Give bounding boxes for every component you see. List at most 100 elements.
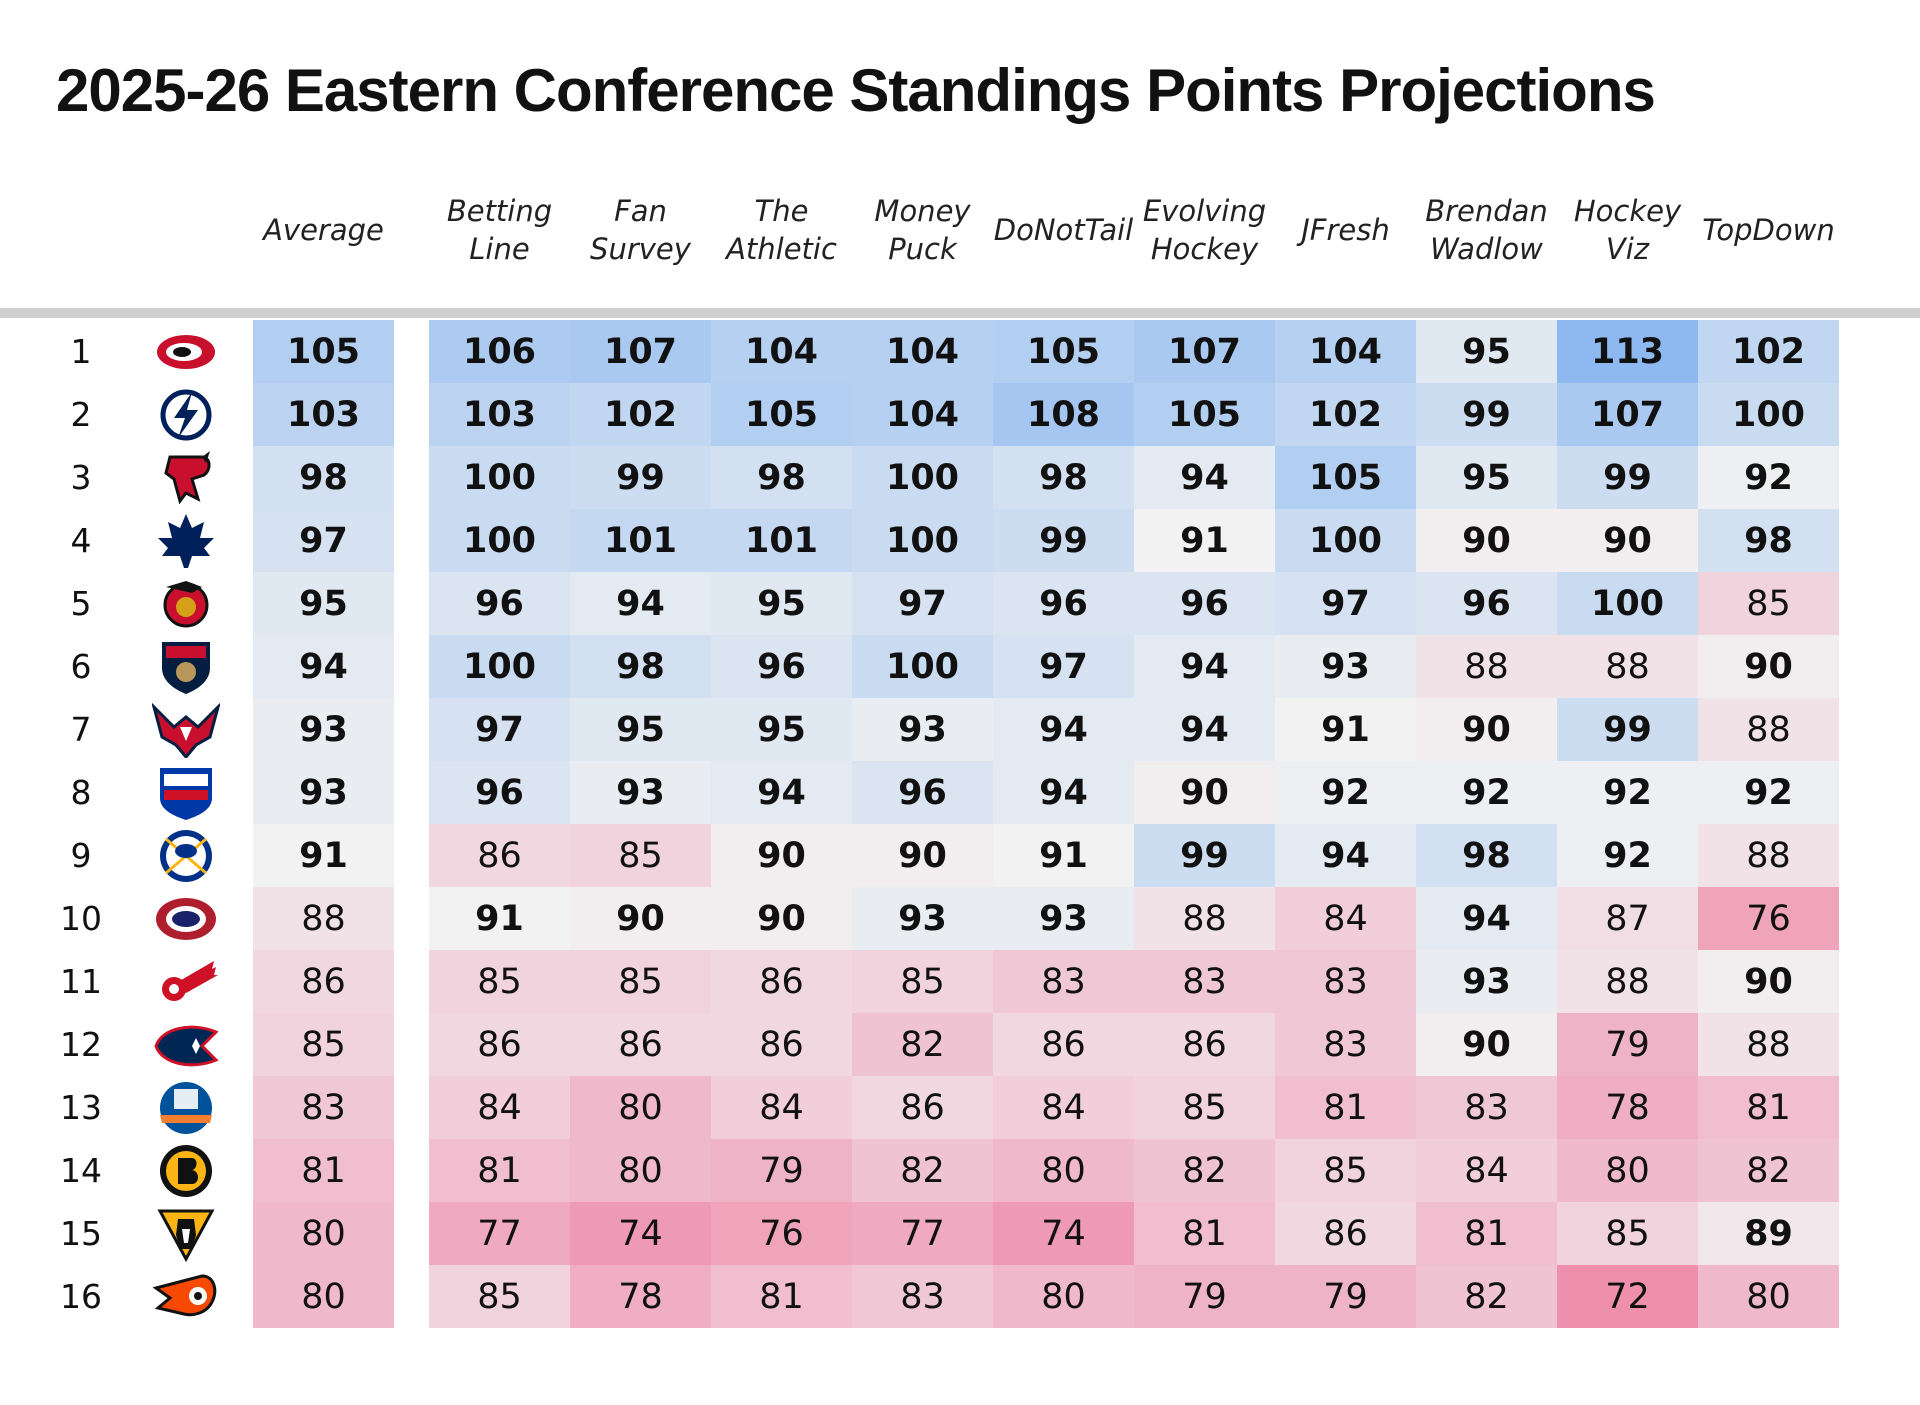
column-header: Brendan Wadlow xyxy=(1425,194,1548,266)
value-cell: 91 xyxy=(1134,509,1275,572)
value-cell: 76 xyxy=(1698,887,1839,950)
value-cell: 86 xyxy=(711,1013,852,1076)
value-cell: 96 xyxy=(993,572,1134,635)
value-cell: 95 xyxy=(1416,446,1557,509)
philadelphia-flyers-logo xyxy=(152,1268,220,1325)
value-cell: 97 xyxy=(993,635,1134,698)
rank-label: 13 xyxy=(60,1088,102,1127)
toronto-maple-leafs-logo xyxy=(152,512,220,569)
value-cell: 94 xyxy=(570,572,711,635)
column-header: Hockey Viz xyxy=(1573,194,1682,266)
value-cell: 103 xyxy=(429,383,570,446)
value-cell: 84 xyxy=(993,1076,1134,1139)
value-cell: 98 xyxy=(253,446,394,509)
value-cell: 83 xyxy=(1275,1013,1416,1076)
value-cell: 78 xyxy=(1557,1076,1698,1139)
value-cell: 100 xyxy=(1557,572,1698,635)
ottawa-senators-logo xyxy=(152,575,220,632)
header-divider xyxy=(0,308,1920,318)
value-cell: 84 xyxy=(1416,1139,1557,1202)
value-cell: 100 xyxy=(852,446,993,509)
new-jersey-devils-logo xyxy=(152,449,220,506)
value-cell: 98 xyxy=(711,446,852,509)
value-cell: 107 xyxy=(1557,383,1698,446)
value-cell: 84 xyxy=(711,1076,852,1139)
rank-label: 9 xyxy=(70,836,92,875)
value-cell: 80 xyxy=(253,1202,394,1265)
value-cell: 97 xyxy=(1275,572,1416,635)
value-cell: 91 xyxy=(429,887,570,950)
value-cell: 101 xyxy=(711,509,852,572)
value-cell: 107 xyxy=(570,320,711,383)
rank-label: 11 xyxy=(60,962,102,1001)
value-cell: 85 xyxy=(1134,1076,1275,1139)
rank-label: 2 xyxy=(70,395,92,434)
value-cell: 81 xyxy=(1275,1076,1416,1139)
value-cell: 96 xyxy=(1134,572,1275,635)
value-cell: 93 xyxy=(852,698,993,761)
value-cell: 85 xyxy=(1557,1202,1698,1265)
column-header: DoNotTail xyxy=(993,213,1134,247)
value-cell: 94 xyxy=(993,698,1134,761)
rank-label: 14 xyxy=(60,1151,102,1190)
value-cell: 96 xyxy=(1416,572,1557,635)
value-cell: 92 xyxy=(1698,446,1839,509)
value-cell: 92 xyxy=(1275,761,1416,824)
rank-label: 8 xyxy=(70,773,92,812)
value-cell: 102 xyxy=(1275,383,1416,446)
value-cell: 90 xyxy=(1557,509,1698,572)
value-cell: 80 xyxy=(570,1139,711,1202)
value-cell: 87 xyxy=(1557,887,1698,950)
rank-label: 6 xyxy=(70,647,92,686)
detroit-red-wings-logo xyxy=(152,953,220,1010)
value-cell: 86 xyxy=(253,950,394,1013)
value-cell: 99 xyxy=(993,509,1134,572)
value-cell: 82 xyxy=(852,1013,993,1076)
rank-label: 5 xyxy=(70,584,92,623)
value-cell: 86 xyxy=(1275,1202,1416,1265)
value-cell: 88 xyxy=(1698,1013,1839,1076)
value-cell: 99 xyxy=(1557,446,1698,509)
value-cell: 86 xyxy=(429,1013,570,1076)
value-cell: 113 xyxy=(1557,320,1698,383)
value-cell: 78 xyxy=(570,1265,711,1328)
rank-label: 3 xyxy=(70,458,92,497)
value-cell: 107 xyxy=(1134,320,1275,383)
value-cell: 85 xyxy=(429,950,570,1013)
column-header: The Athletic xyxy=(726,194,837,266)
column-header: Money Puck xyxy=(874,194,971,266)
value-cell: 76 xyxy=(711,1202,852,1265)
carolina-hurricanes-logo xyxy=(152,323,220,380)
value-cell: 96 xyxy=(429,572,570,635)
value-cell: 96 xyxy=(711,635,852,698)
value-cell: 94 xyxy=(1275,824,1416,887)
tampa-bay-lightning-logo xyxy=(152,386,220,443)
value-cell: 94 xyxy=(253,635,394,698)
value-cell: 85 xyxy=(570,824,711,887)
value-cell: 100 xyxy=(429,635,570,698)
value-cell: 90 xyxy=(1698,635,1839,698)
value-cell: 98 xyxy=(993,446,1134,509)
value-cell: 100 xyxy=(429,446,570,509)
value-cell: 80 xyxy=(1557,1139,1698,1202)
value-cell: 90 xyxy=(1416,509,1557,572)
value-cell: 83 xyxy=(253,1076,394,1139)
column-header: JFresh xyxy=(1301,213,1390,247)
value-cell: 79 xyxy=(1557,1013,1698,1076)
value-cell: 105 xyxy=(1275,446,1416,509)
montreal-canadiens-logo xyxy=(152,890,220,947)
value-cell: 81 xyxy=(1134,1202,1275,1265)
value-cell: 81 xyxy=(253,1139,394,1202)
value-cell: 80 xyxy=(993,1265,1134,1328)
value-cell: 95 xyxy=(1416,320,1557,383)
value-cell: 88 xyxy=(1698,824,1839,887)
rank-label: 12 xyxy=(60,1025,102,1064)
rank-label: 10 xyxy=(60,899,102,938)
buffalo-sabres-logo xyxy=(152,827,220,884)
value-cell: 88 xyxy=(253,887,394,950)
value-cell: 98 xyxy=(1698,509,1839,572)
value-cell: 81 xyxy=(1416,1202,1557,1265)
value-cell: 83 xyxy=(1416,1076,1557,1139)
value-cell: 95 xyxy=(253,572,394,635)
value-cell: 86 xyxy=(1134,1013,1275,1076)
